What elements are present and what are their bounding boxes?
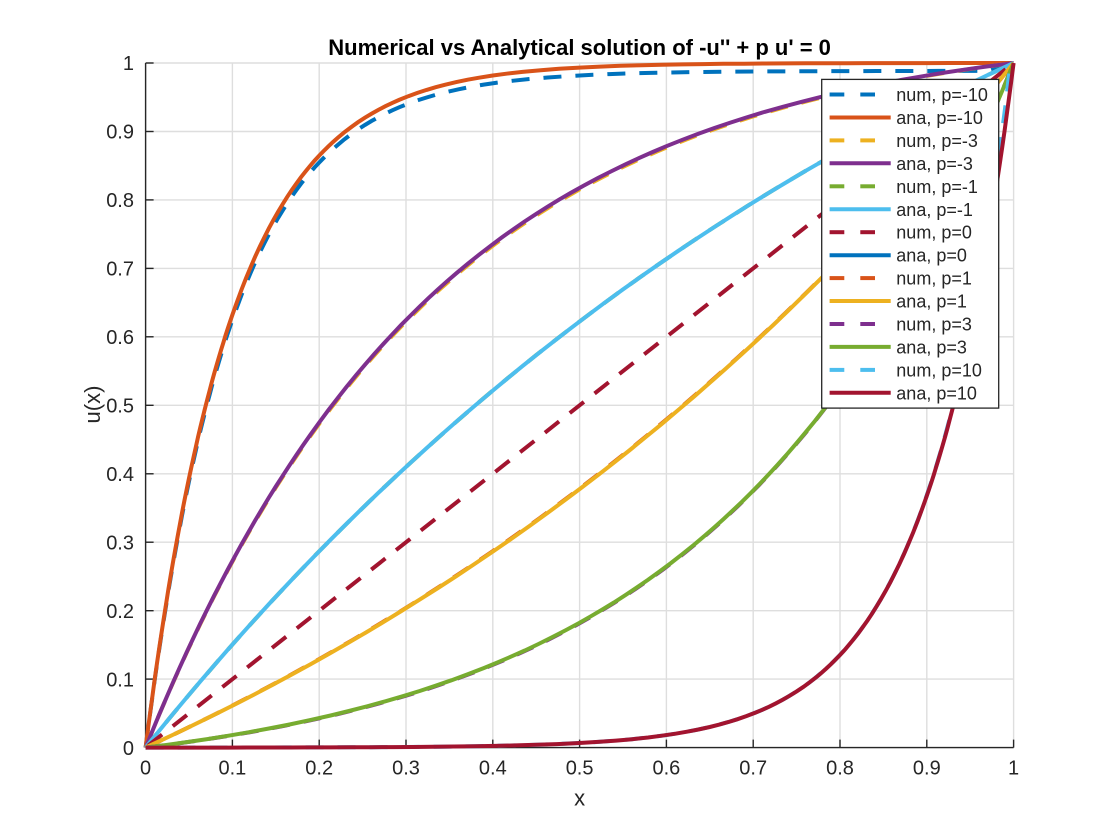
svg-text:0.5: 0.5 bbox=[106, 396, 134, 418]
svg-text:0.6: 0.6 bbox=[106, 327, 134, 349]
svg-text:ana, p=10: ana, p=10 bbox=[896, 383, 977, 403]
svg-text:0.5: 0.5 bbox=[566, 758, 594, 780]
svg-text:0.8: 0.8 bbox=[106, 190, 134, 212]
svg-text:0.3: 0.3 bbox=[106, 532, 134, 554]
svg-text:num, p=-1: num, p=-1 bbox=[896, 177, 978, 197]
svg-text:num, p=10: num, p=10 bbox=[896, 360, 982, 380]
svg-text:0.8: 0.8 bbox=[826, 758, 854, 780]
svg-text:1: 1 bbox=[1008, 758, 1019, 780]
svg-text:num, p=-3: num, p=-3 bbox=[896, 131, 978, 151]
svg-text:0.4: 0.4 bbox=[106, 464, 134, 486]
svg-text:0.9: 0.9 bbox=[913, 758, 941, 780]
svg-text:0.3: 0.3 bbox=[392, 758, 420, 780]
svg-text:ana, p=-3: ana, p=-3 bbox=[896, 154, 973, 174]
svg-text:1: 1 bbox=[123, 53, 134, 75]
svg-text:num, p=1: num, p=1 bbox=[896, 269, 972, 289]
svg-text:ana, p=-1: ana, p=-1 bbox=[896, 200, 973, 220]
svg-text:num, p=3: num, p=3 bbox=[896, 315, 972, 335]
svg-text:0.7: 0.7 bbox=[106, 259, 134, 281]
svg-text:num, p=0: num, p=0 bbox=[896, 223, 972, 243]
svg-text:0.2: 0.2 bbox=[106, 601, 134, 623]
svg-text:0.9: 0.9 bbox=[106, 122, 134, 144]
svg-text:0.6: 0.6 bbox=[652, 758, 680, 780]
svg-text:0.2: 0.2 bbox=[305, 758, 333, 780]
svg-text:0.7: 0.7 bbox=[739, 758, 767, 780]
svg-text:num, p=-10: num, p=-10 bbox=[896, 85, 988, 105]
svg-text:0.4: 0.4 bbox=[479, 758, 507, 780]
svg-text:ana, p=1: ana, p=1 bbox=[896, 292, 967, 312]
svg-text:Numerical vs Analytical soluti: Numerical vs Analytical solution of -u''… bbox=[328, 35, 831, 60]
svg-text:0: 0 bbox=[140, 758, 151, 780]
svg-text:ana, p=-10: ana, p=-10 bbox=[896, 108, 983, 128]
svg-text:0.1: 0.1 bbox=[218, 758, 246, 780]
svg-text:ana, p=0: ana, p=0 bbox=[896, 246, 967, 266]
svg-text:0.1: 0.1 bbox=[106, 669, 134, 691]
svg-text:ana, p=3: ana, p=3 bbox=[896, 337, 967, 357]
svg-text:u(x): u(x) bbox=[80, 386, 105, 424]
svg-text:0: 0 bbox=[123, 738, 134, 760]
svg-text:x: x bbox=[574, 785, 585, 810]
